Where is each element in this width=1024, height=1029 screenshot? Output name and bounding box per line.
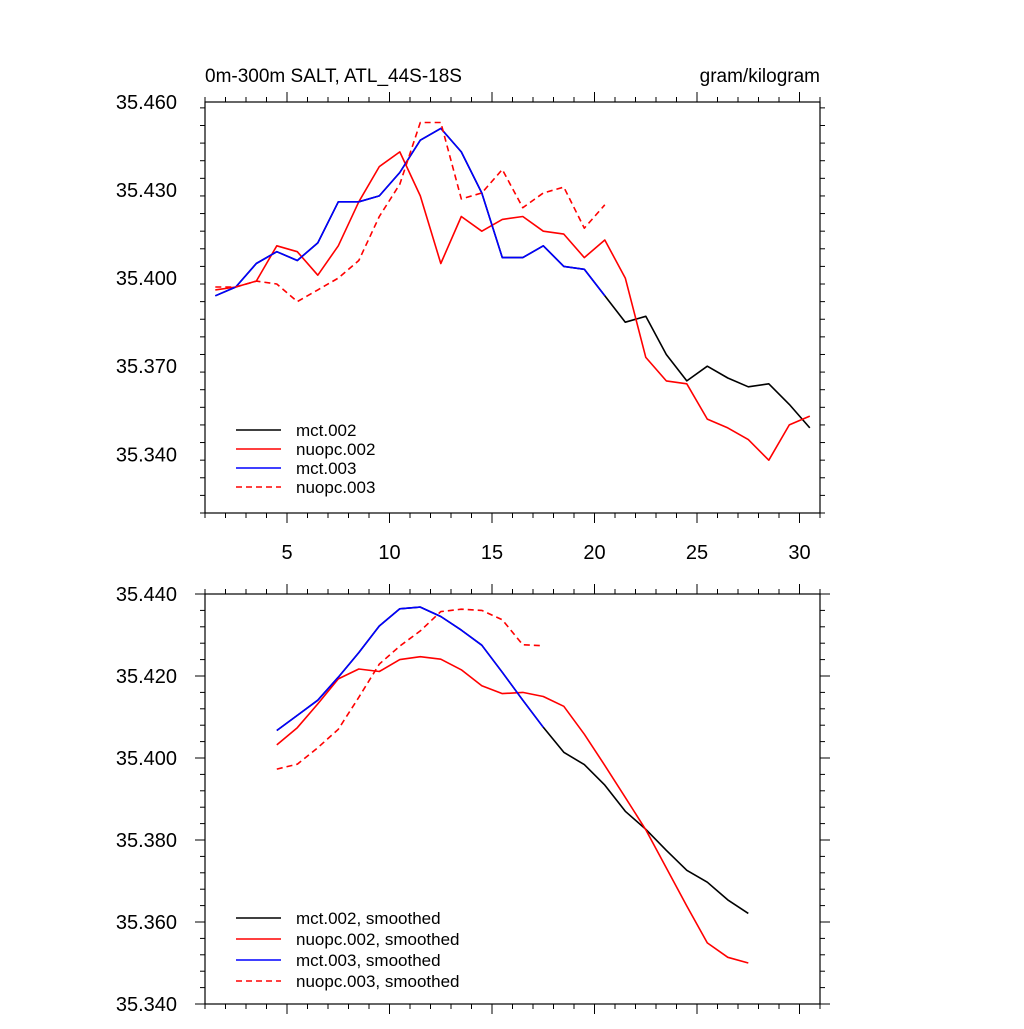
legend-label-3: mct.003, smoothed bbox=[296, 951, 441, 970]
series-line-3 bbox=[276, 606, 544, 732]
y-tick-label: 35.360 bbox=[116, 912, 177, 934]
y-tick-label: 35.430 bbox=[116, 180, 177, 202]
series-line-2 bbox=[215, 151, 811, 462]
x-tick-label: 15 bbox=[481, 542, 503, 564]
y-tick-label: 35.440 bbox=[116, 584, 177, 606]
series-line-2 bbox=[276, 655, 749, 964]
series-line-4 bbox=[215, 121, 606, 303]
legend-label-2: nuopc.002 bbox=[296, 440, 375, 459]
x-tick-label: 5 bbox=[281, 542, 292, 564]
chart-units: gram/kilogram bbox=[700, 66, 820, 87]
chart-title: 0m-300m SALT, ATL_44S-18S bbox=[205, 66, 462, 87]
series-group bbox=[276, 606, 749, 964]
x-tick-label: 30 bbox=[788, 542, 810, 564]
y-tick-label: 35.400 bbox=[116, 748, 177, 770]
series-group bbox=[214, 121, 811, 462]
y-tick-label: 35.400 bbox=[116, 268, 177, 290]
y-tick-label: 35.420 bbox=[116, 666, 177, 688]
series-line-4 bbox=[276, 608, 544, 770]
y-tick-label: 35.340 bbox=[116, 994, 177, 1016]
legend: mct.002, smoothed nuopc.002, smoothed mct.… bbox=[236, 909, 460, 991]
y-tick-label: 35.380 bbox=[116, 830, 177, 852]
x-tick-label: 10 bbox=[378, 542, 400, 564]
y-tick-label: 35.370 bbox=[116, 356, 177, 378]
legend-label-1: mct.002, smoothed bbox=[296, 909, 441, 928]
y-tick-label: 35.340 bbox=[116, 444, 177, 466]
legend-label-4: nuopc.003 bbox=[296, 478, 375, 497]
y-tick-label: 35.460 bbox=[116, 92, 177, 114]
legend-label-3: mct.003 bbox=[296, 459, 356, 478]
legend-label-4: nuopc.003, smoothed bbox=[296, 972, 460, 991]
legend-label-2: nuopc.002, smoothed bbox=[296, 930, 460, 949]
x-tick-label: 20 bbox=[583, 542, 605, 564]
panel-top: 0m-300m SALT, ATL_44S-18S gram/kilogram 5 1… bbox=[116, 66, 825, 564]
panel-bottom: 35.340 35.360 35.380 35.400 35.420 35.440 mct.… bbox=[116, 584, 830, 1016]
x-tick-label: 25 bbox=[686, 542, 708, 564]
series-line-3 bbox=[214, 127, 606, 297]
legend-label-1: mct.002 bbox=[296, 421, 356, 440]
